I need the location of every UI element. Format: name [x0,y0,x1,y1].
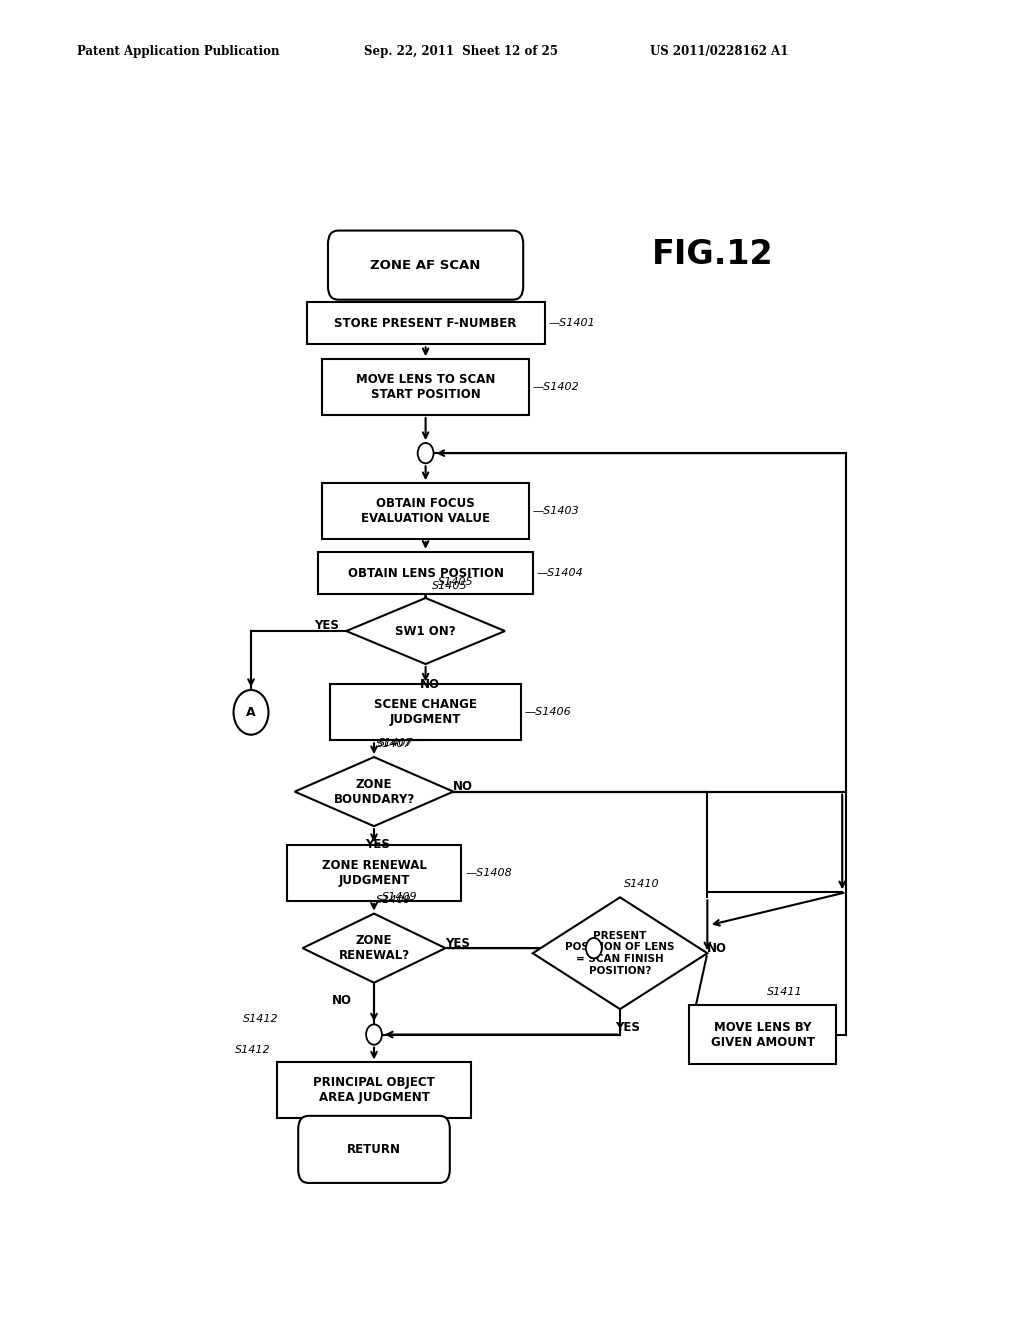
FancyBboxPatch shape [328,231,523,300]
Text: S1411: S1411 [767,987,803,997]
Polygon shape [532,898,708,1008]
Text: ZONE RENEWAL
JUDGMENT: ZONE RENEWAL JUDGMENT [322,859,426,887]
Text: S1405: S1405 [432,581,468,591]
FancyBboxPatch shape [318,552,532,594]
Text: ZONE AF SCAN: ZONE AF SCAN [371,259,481,272]
Text: YES: YES [615,1020,640,1034]
Text: —S1404: —S1404 [537,568,584,578]
Text: RETURN: RETURN [347,1143,401,1156]
Text: US 2011/0228162 A1: US 2011/0228162 A1 [650,45,788,58]
Text: ZONE
BOUNDARY?: ZONE BOUNDARY? [334,777,415,805]
Polygon shape [346,598,505,664]
Text: STORE PRESENT F-NUMBER: STORE PRESENT F-NUMBER [335,317,517,330]
Text: S1410: S1410 [624,879,659,890]
Text: NO: NO [420,678,439,690]
FancyBboxPatch shape [276,1063,471,1118]
Text: —S1403: —S1403 [532,506,580,516]
Text: MOVE LENS BY
GIVEN AMOUNT: MOVE LENS BY GIVEN AMOUNT [711,1020,815,1048]
Text: —S1401: —S1401 [549,318,595,329]
Polygon shape [295,758,454,826]
Text: YES: YES [366,838,390,851]
Text: —S1402: —S1402 [532,381,580,392]
Text: YES: YES [314,619,339,632]
Text: NO: NO [453,780,473,793]
Text: S1412: S1412 [236,1045,270,1055]
Text: SCENE CHANGE
JUDGMENT: SCENE CHANGE JUDGMENT [374,698,477,726]
Text: NO: NO [332,994,352,1007]
FancyBboxPatch shape [298,1115,450,1183]
Text: FIG.12: FIG.12 [652,239,773,272]
FancyBboxPatch shape [323,359,528,414]
Text: S1412: S1412 [243,1014,279,1024]
Text: OBTAIN FOCUS
EVALUATION VALUE: OBTAIN FOCUS EVALUATION VALUE [361,498,490,525]
Text: Patent Application Publication: Patent Application Publication [77,45,280,58]
Text: S1407: S1407 [378,738,414,748]
Text: Sep. 22, 2011  Sheet 12 of 25: Sep. 22, 2011 Sheet 12 of 25 [364,45,557,58]
Text: —S1408: —S1408 [465,869,512,878]
Text: S1405: S1405 [437,577,473,587]
Text: S1409: S1409 [377,895,412,906]
Text: SW1 ON?: SW1 ON? [395,624,456,638]
FancyBboxPatch shape [689,1005,837,1064]
Text: —S1406: —S1406 [524,708,571,717]
FancyBboxPatch shape [287,845,462,900]
Text: MOVE LENS TO SCAN
START POSITION: MOVE LENS TO SCAN START POSITION [356,374,496,401]
Circle shape [367,1024,382,1044]
Circle shape [233,690,268,735]
FancyBboxPatch shape [331,684,521,741]
Text: S1407: S1407 [377,739,412,748]
Text: PRINCIPAL OBJECT
AREA JUDGMENT: PRINCIPAL OBJECT AREA JUDGMENT [313,1076,435,1105]
Text: NO: NO [707,941,727,954]
Text: A: A [246,706,256,719]
Circle shape [586,939,602,958]
Circle shape [418,444,433,463]
Text: YES: YES [444,937,470,949]
Text: S1409: S1409 [382,892,418,903]
FancyBboxPatch shape [323,483,528,539]
Text: PRESENT
POSITION OF LENS
= SCAN FINISH
POSITION?: PRESENT POSITION OF LENS = SCAN FINISH P… [565,931,675,975]
Polygon shape [303,913,445,982]
FancyBboxPatch shape [306,302,545,345]
Text: OBTAIN LENS POSITION: OBTAIN LENS POSITION [347,566,504,579]
Text: ZONE
RENEWAL?: ZONE RENEWAL? [339,935,410,962]
